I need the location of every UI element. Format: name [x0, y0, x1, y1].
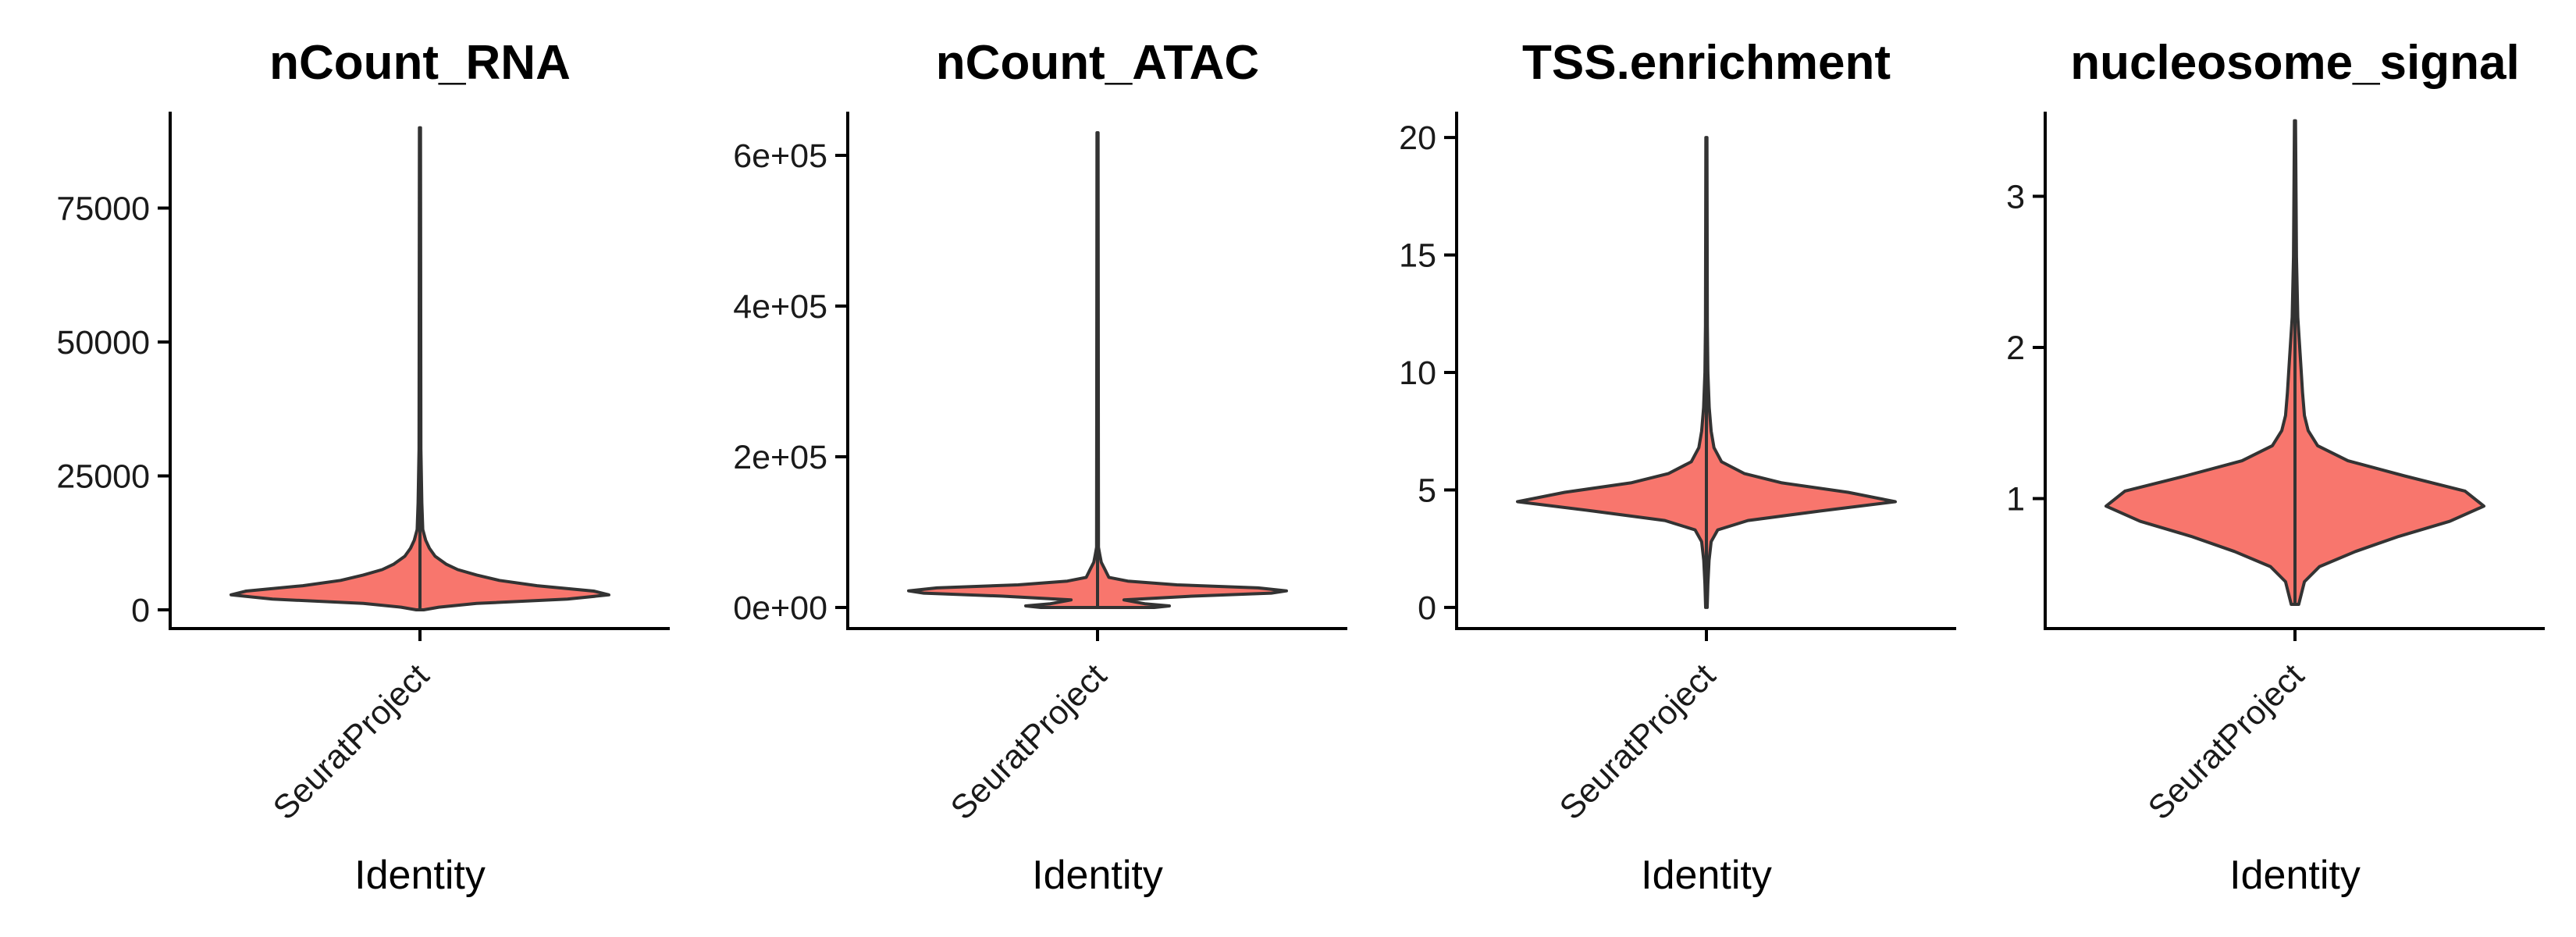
- panel-title: nCount_RNA: [269, 36, 571, 90]
- panel-1: nCount_RNA 0 25000 50000 75000 SeuratProject I…: [56, 36, 670, 898]
- y-tick-label: 5: [1418, 472, 1436, 509]
- y-tick-label: 25000: [56, 458, 150, 495]
- panel-4: nucleosome_signal 1 2 3 SeuratProject Identit…: [2006, 36, 2545, 898]
- y-tick-label: 4e+05: [733, 288, 827, 326]
- x-axis-title: Identity: [2229, 853, 2361, 898]
- x-axis-title: Identity: [1641, 853, 1772, 898]
- x-tick-label: SeuratProject: [2141, 657, 2311, 827]
- y-tick-label: 0: [1418, 590, 1436, 627]
- panel-title: nCount_ATAC: [936, 36, 1259, 90]
- panel-title: TSS.enrichment: [1522, 36, 1891, 90]
- y-tick-label: 50000: [56, 324, 150, 362]
- x-axis-title: Identity: [1032, 853, 1163, 898]
- y-tick-label: 0: [131, 592, 150, 629]
- y-tick-label: 3: [2006, 178, 2025, 216]
- y-tick-label: 10: [1399, 354, 1436, 392]
- panel-title: nucleosome_signal: [2070, 36, 2519, 90]
- y-tick-label: 20: [1399, 119, 1436, 157]
- x-tick-label: SeuratProject: [944, 657, 1114, 827]
- x-axis-title: Identity: [354, 853, 486, 898]
- y-tick-label: 1: [2006, 481, 2025, 518]
- y-tick-label: 0e+00: [733, 590, 827, 627]
- y-tick-label: 15: [1399, 237, 1436, 275]
- panel-3: TSS.enrichment 0 5 10 15 20 SeuratProject Ident…: [1399, 36, 1956, 898]
- y-tick-label: 2e+05: [733, 439, 827, 476]
- y-tick-label: 2: [2006, 330, 2025, 367]
- panel-2: nCount_ATAC 0e+00 2e+05 4e+05 6e+05 SeuratPro…: [733, 36, 1347, 898]
- x-tick-label: SeuratProject: [266, 657, 436, 827]
- x-tick-label: SeuratProject: [1553, 657, 1723, 827]
- y-tick-label: 75000: [56, 190, 150, 227]
- y-tick-label: 6e+05: [733, 137, 827, 175]
